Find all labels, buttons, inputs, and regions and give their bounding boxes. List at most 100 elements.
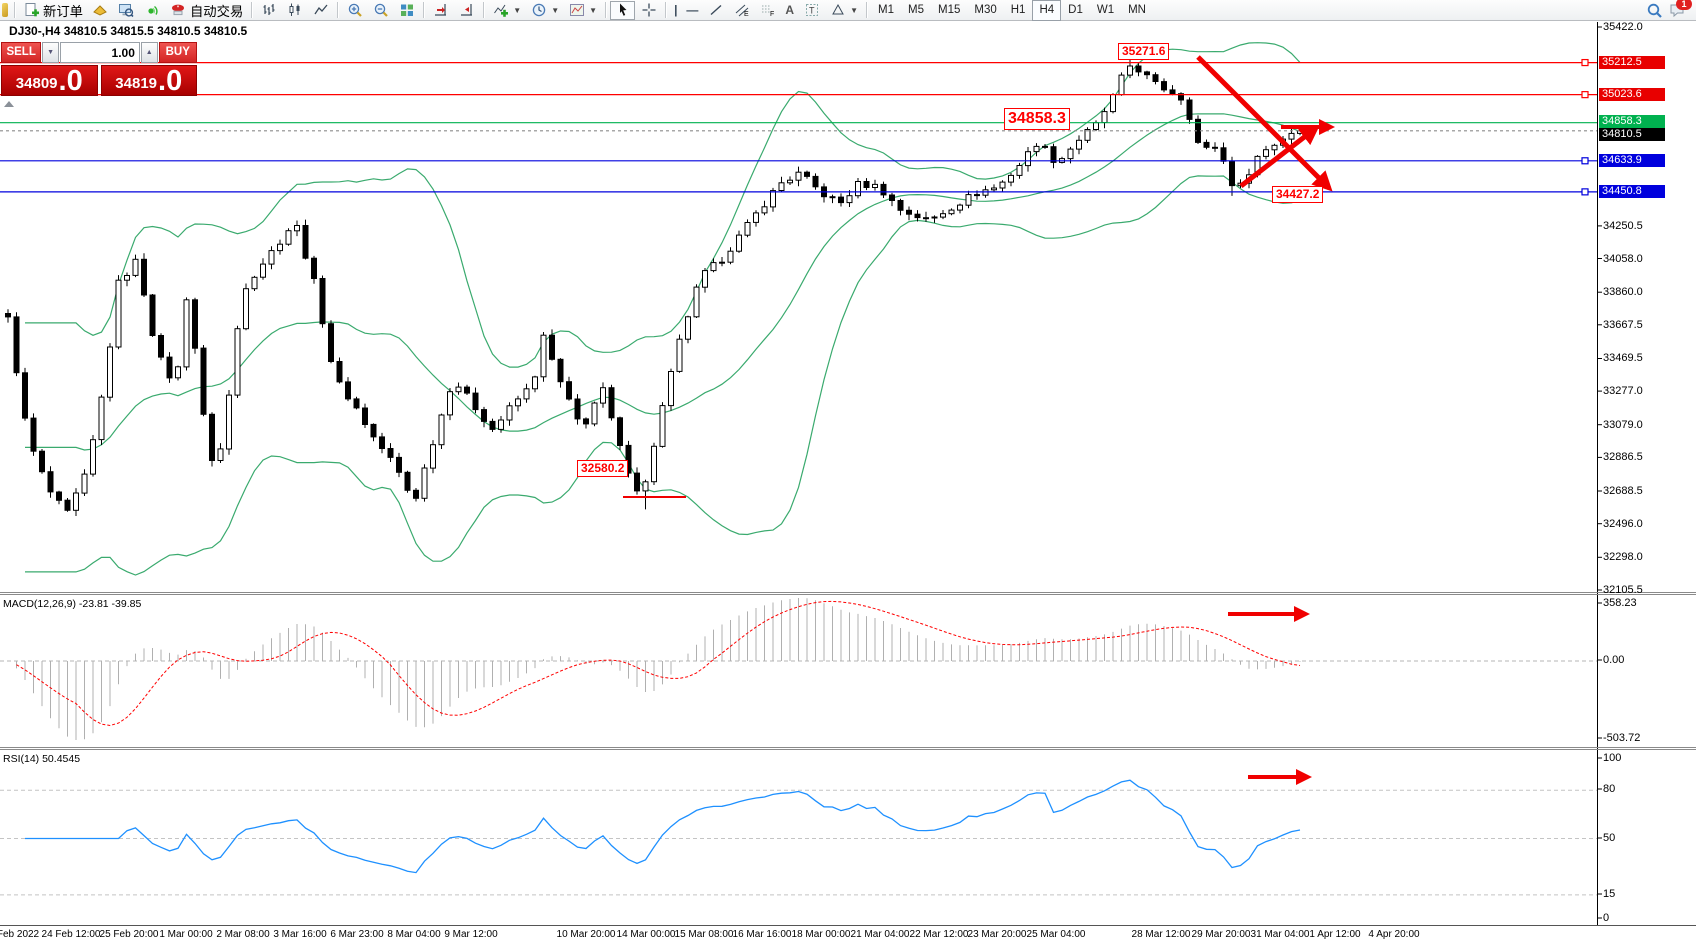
timeframe-w1[interactable]: W1	[1096, 3, 1115, 16]
zoom-out-icon	[372, 2, 389, 19]
timeframe-m5[interactable]: M5	[908, 3, 924, 16]
candle	[1178, 93, 1184, 101]
metaeditor-button[interactable]	[88, 1, 113, 20]
equidistant-channel-button[interactable]: E	[729, 1, 754, 20]
auto-scroll-button[interactable]	[454, 1, 479, 20]
volume-up-button[interactable]: ▲	[140, 42, 158, 63]
buy-price-button[interactable]: 34819 .0	[100, 65, 197, 96]
buy-price: 34819	[115, 75, 158, 92]
buy-button[interactable]: BUY	[158, 42, 197, 63]
volume-input[interactable]	[59, 42, 140, 63]
zoom-in-icon	[346, 2, 363, 19]
notification-badge: 1	[1676, 0, 1692, 10]
candle	[370, 423, 377, 438]
price-tick: 32688.5	[1603, 485, 1643, 498]
sell-price-button[interactable]: 34809 .0	[1, 65, 98, 96]
rsi-axis-label: 100	[1603, 752, 1622, 764]
candle	[676, 338, 683, 372]
market-watch-button[interactable]	[114, 1, 139, 20]
collapse-trade-panel-button[interactable]	[4, 101, 14, 107]
timeframe-m15[interactable]: M15	[937, 3, 961, 16]
candle	[1033, 145, 1040, 153]
zoom-out-button[interactable]	[368, 1, 393, 20]
candle	[498, 419, 504, 430]
timeframe-m1[interactable]: M1	[878, 3, 894, 16]
chart-shift-button[interactable]	[428, 1, 453, 20]
candle	[804, 171, 810, 177]
sell-button[interactable]: SELL	[1, 42, 42, 63]
price-annotation-34427.2[interactable]: 34427.2	[1272, 186, 1324, 203]
rsi-line	[25, 779, 1301, 874]
time-label: 28 Mar 12:00	[1131, 929, 1191, 940]
trendline-button[interactable]	[703, 1, 728, 20]
time-label: 22 Mar 12:00	[909, 929, 969, 940]
candle	[880, 183, 887, 196]
candle	[753, 212, 759, 223]
shapes-icon	[829, 2, 846, 19]
candlestick-chart-button[interactable]	[282, 1, 307, 20]
cursor-icon	[614, 2, 631, 19]
time-label: Feb 2022	[0, 929, 40, 940]
candle	[761, 206, 768, 214]
candle	[277, 243, 283, 252]
price-annotation-34858.3[interactable]: 34858.3	[1004, 108, 1070, 130]
candle	[285, 230, 292, 245]
candle	[64, 499, 71, 511]
clipped-toolbar-icon[interactable]	[2, 3, 8, 17]
candle	[22, 372, 28, 419]
text-label-button[interactable]: T	[799, 1, 824, 20]
shapes-button[interactable]: ▼	[825, 1, 862, 20]
timeframe-m30[interactable]: M30	[974, 3, 997, 16]
macd-axis-label: 0.00	[1603, 654, 1625, 666]
volume-down-button[interactable]: ▼	[42, 42, 59, 63]
line-chart-button[interactable]	[308, 1, 333, 20]
clock-icon	[530, 2, 547, 19]
auto-trading-label: 自动交易	[189, 3, 244, 19]
time-label: 3 Mar 16:00	[273, 929, 327, 940]
text-icon: A	[785, 3, 795, 17]
tile-windows-button[interactable]	[394, 1, 419, 20]
macd-axis-label: -503.72	[1603, 732, 1641, 744]
horizontal-line-button[interactable]: —	[682, 1, 702, 20]
timeframe-d1[interactable]: D1	[1068, 3, 1083, 16]
candle	[1220, 147, 1227, 162]
candle	[829, 196, 836, 199]
candle	[693, 286, 700, 318]
search-icon[interactable]	[1646, 2, 1663, 19]
price-tick: 32886.5	[1603, 451, 1643, 464]
price-annotation-32580.2[interactable]: 32580.2	[577, 460, 629, 477]
fibonacci-button[interactable]: F	[755, 1, 780, 20]
new-order-button[interactable]: 新订单	[19, 1, 87, 20]
periods-button[interactable]: ▼	[526, 1, 563, 20]
signal-icon	[144, 2, 161, 19]
text-button[interactable]: A	[781, 1, 798, 20]
crosshair-button[interactable]	[636, 1, 661, 20]
vertical-line-button[interactable]: |	[670, 1, 681, 20]
price-tick: 33667.5	[1603, 318, 1643, 331]
notifications-button[interactable]: 1	[1669, 0, 1692, 19]
timeframe-h1[interactable]: H1	[1010, 3, 1026, 16]
time-label: 15 Mar 08:00	[674, 929, 734, 940]
trend-arrow[interactable]	[1239, 124, 1320, 188]
template-icon	[568, 2, 585, 19]
candle	[651, 445, 657, 483]
candle	[1110, 94, 1116, 113]
templates-button[interactable]: ▼	[564, 1, 601, 20]
signals-button[interactable]	[140, 1, 165, 20]
timeframe-mn[interactable]: MN	[1128, 3, 1146, 16]
timeframe-h4[interactable]: H4	[1032, 0, 1062, 21]
indicators-button[interactable]: ▼	[488, 1, 525, 20]
candle	[1271, 144, 1278, 151]
candle	[73, 492, 79, 511]
svg-text:E: E	[744, 11, 749, 18]
price-annotation-35271.6[interactable]: 35271.6	[1118, 43, 1170, 60]
bar-chart-button[interactable]	[256, 1, 281, 20]
zoom-in-button[interactable]	[342, 1, 367, 20]
candle	[1042, 145, 1048, 148]
trend-arrow[interactable]	[1196, 55, 1333, 192]
price-tick: 35422.0	[1603, 21, 1643, 33]
candle	[617, 417, 623, 446]
cursor-button[interactable]	[610, 0, 636, 20]
auto-trading-button[interactable]: 自动交易	[166, 1, 247, 20]
